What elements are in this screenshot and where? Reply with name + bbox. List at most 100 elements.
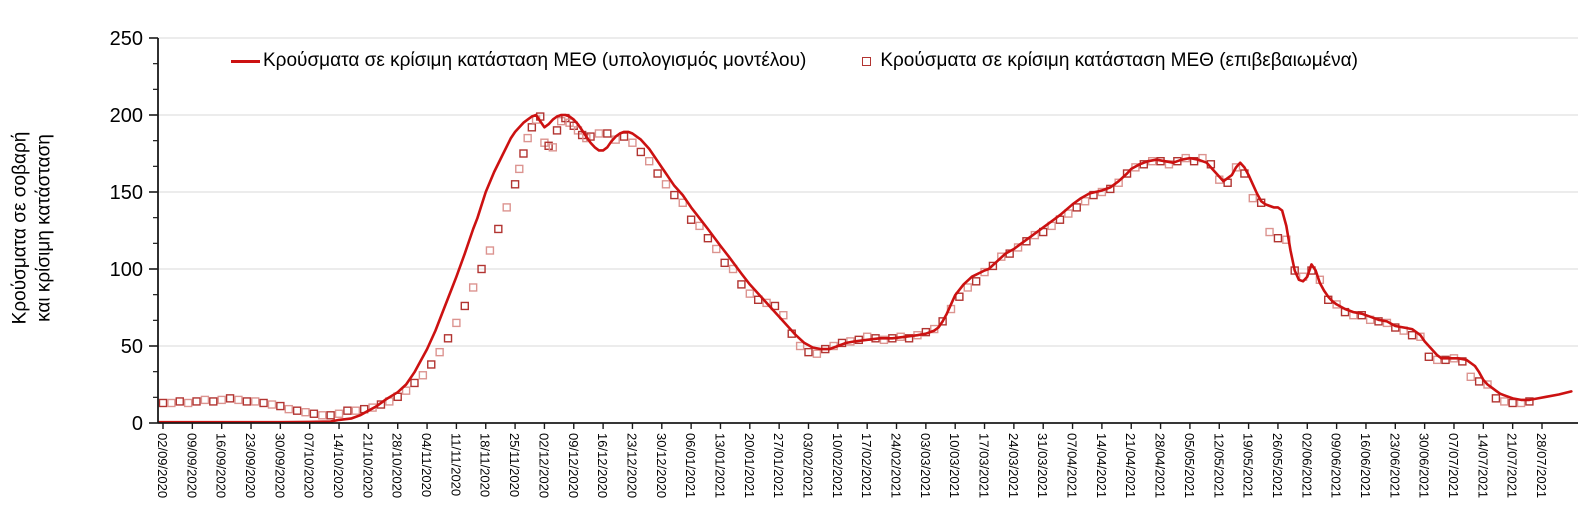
confirmed-marker xyxy=(326,411,335,420)
confirmed-marker xyxy=(636,147,646,157)
confirmed-marker xyxy=(988,261,998,271)
confirmed-marker xyxy=(401,386,411,395)
confirmed-marker xyxy=(712,244,721,254)
confirmed-marker xyxy=(251,397,260,406)
confirmed-marker xyxy=(1441,355,1450,365)
confirmed-marker xyxy=(686,215,696,224)
confirmed-marker xyxy=(1122,169,1132,178)
x-tick-label: 09/06/2021 xyxy=(1329,433,1344,498)
confirmed-marker xyxy=(971,277,981,286)
confirmed-marker xyxy=(1072,203,1081,212)
x-tick-label: 19/05/2021 xyxy=(1241,433,1256,498)
legend-item-model: Κρούσματα σε κρίσιμη κατάσταση ΜΕΘ (υπολ… xyxy=(231,50,806,72)
x-tick-label: 30/06/2021 xyxy=(1417,433,1432,498)
x-tick-label: 17/02/2021 xyxy=(859,433,874,498)
x-tick-label: 16/06/2021 xyxy=(1358,433,1373,498)
confirmed-marker xyxy=(904,334,914,343)
confirmed-marker xyxy=(938,317,947,326)
confirmed-marker xyxy=(795,341,805,351)
confirmed-marker xyxy=(209,397,218,406)
confirmed-marker xyxy=(1231,163,1241,172)
confirmed-marker xyxy=(1500,397,1509,406)
confirmed-marker xyxy=(217,395,226,405)
y-axis-title-line2: και κρίσιμη κατάσταση xyxy=(34,134,55,322)
confirmed-marker xyxy=(200,395,210,405)
confirmed-marker xyxy=(292,406,302,415)
confirmed-marker xyxy=(427,360,436,369)
model-line-series xyxy=(157,113,1573,424)
confirmed-marker xyxy=(645,156,654,166)
confirmed-marker xyxy=(703,233,713,243)
x-tick-label: 11/11/2020 xyxy=(448,433,463,496)
x-tick-label: 09/09/2020 xyxy=(184,433,199,498)
x-tick-label: 28/04/2021 xyxy=(1153,433,1168,498)
confirmed-marker xyxy=(770,301,780,311)
confirmed-marker xyxy=(1416,332,1425,341)
confirmed-marker xyxy=(1474,377,1484,386)
confirmed-marker xyxy=(158,398,168,408)
confirmed-marker xyxy=(1491,394,1501,403)
confirmed-marker xyxy=(435,347,444,357)
confirmed-marker xyxy=(737,280,746,289)
confirmed-marker xyxy=(192,397,201,406)
confirmed-marker xyxy=(804,347,813,357)
confirmed-square-swatch-icon xyxy=(862,56,872,66)
confirmed-marker xyxy=(720,258,729,268)
confirmed-marker xyxy=(443,334,453,343)
confirmed-marker xyxy=(183,398,193,408)
confirmed-marker xyxy=(234,395,243,405)
confirmed-marker xyxy=(267,400,277,409)
legend: Κρούσματα σε κρίσιμη κατάσταση ΜΕΘ (υπολ… xyxy=(231,50,1358,72)
confirmed-marker xyxy=(410,378,419,388)
x-tick-label: 24/03/2021 xyxy=(1006,433,1021,498)
x-tick-label: 21/10/2020 xyxy=(360,433,375,498)
x-tick-label: 23/06/2021 xyxy=(1387,433,1402,498)
y-tick-label: 0 xyxy=(132,413,143,435)
confirmed-marker xyxy=(1466,372,1475,381)
confirmed-marker xyxy=(1265,227,1274,237)
x-tick-label: 03/02/2021 xyxy=(800,433,815,498)
confirmed-marker xyxy=(1525,397,1534,406)
confirmed-marker xyxy=(695,221,704,231)
x-tick-label: 23/09/2020 xyxy=(243,433,258,498)
x-tick-label: 20/01/2021 xyxy=(742,433,757,498)
confirmed-marker xyxy=(510,180,520,189)
x-tick-label: 28/07/2021 xyxy=(1534,433,1549,498)
confirmed-marker xyxy=(225,394,235,403)
x-tick-label: 23/12/2020 xyxy=(624,433,639,498)
y-tick-label: 250 xyxy=(110,28,143,50)
confirmed-marker xyxy=(309,409,319,418)
y-axis-title-line1: Κρούσματα σε σοβαρή xyxy=(9,131,31,325)
y-tick-label: 50 xyxy=(121,336,143,358)
confirmed-marker xyxy=(678,198,687,207)
confirmed-marker xyxy=(502,203,511,212)
y-tick-label: 150 xyxy=(110,182,143,204)
x-tick-label: 14/10/2020 xyxy=(331,433,346,498)
confirmed-marker xyxy=(519,149,528,158)
confirmed-marker xyxy=(1080,197,1090,206)
confirmed-marker xyxy=(460,301,469,311)
x-tick-label: 21/04/2021 xyxy=(1123,433,1138,498)
confirmed-marker xyxy=(351,406,361,415)
x-tick-label: 09/12/2020 xyxy=(566,433,581,498)
confirmed-marker xyxy=(515,164,524,174)
confirmed-marker xyxy=(753,295,763,304)
x-tick-label: 25/11/2020 xyxy=(507,433,522,497)
confirmed-marker xyxy=(653,169,662,178)
x-tick-label: 13/01/2021 xyxy=(712,433,727,498)
y-axis-title: Κρούσματα σε σοβαρή και κρίσιμη κατάστασ… xyxy=(9,132,58,325)
x-tick-label: 27/01/2021 xyxy=(771,433,786,498)
x-tick-label: 06/01/2021 xyxy=(683,433,698,498)
confirmed-marker xyxy=(284,404,293,414)
confirmed-marker xyxy=(997,252,1006,261)
confirmed-marker xyxy=(477,264,486,274)
confirmed-marker xyxy=(242,397,252,406)
confirmed-marker xyxy=(1332,300,1341,309)
x-tick-label: 07/04/2021 xyxy=(1065,433,1080,498)
confirmed-marker xyxy=(1064,209,1073,218)
x-tick-label: 07/10/2020 xyxy=(302,433,317,498)
confirmed-marker xyxy=(762,298,771,308)
x-tick-label: 16/12/2020 xyxy=(595,433,610,498)
